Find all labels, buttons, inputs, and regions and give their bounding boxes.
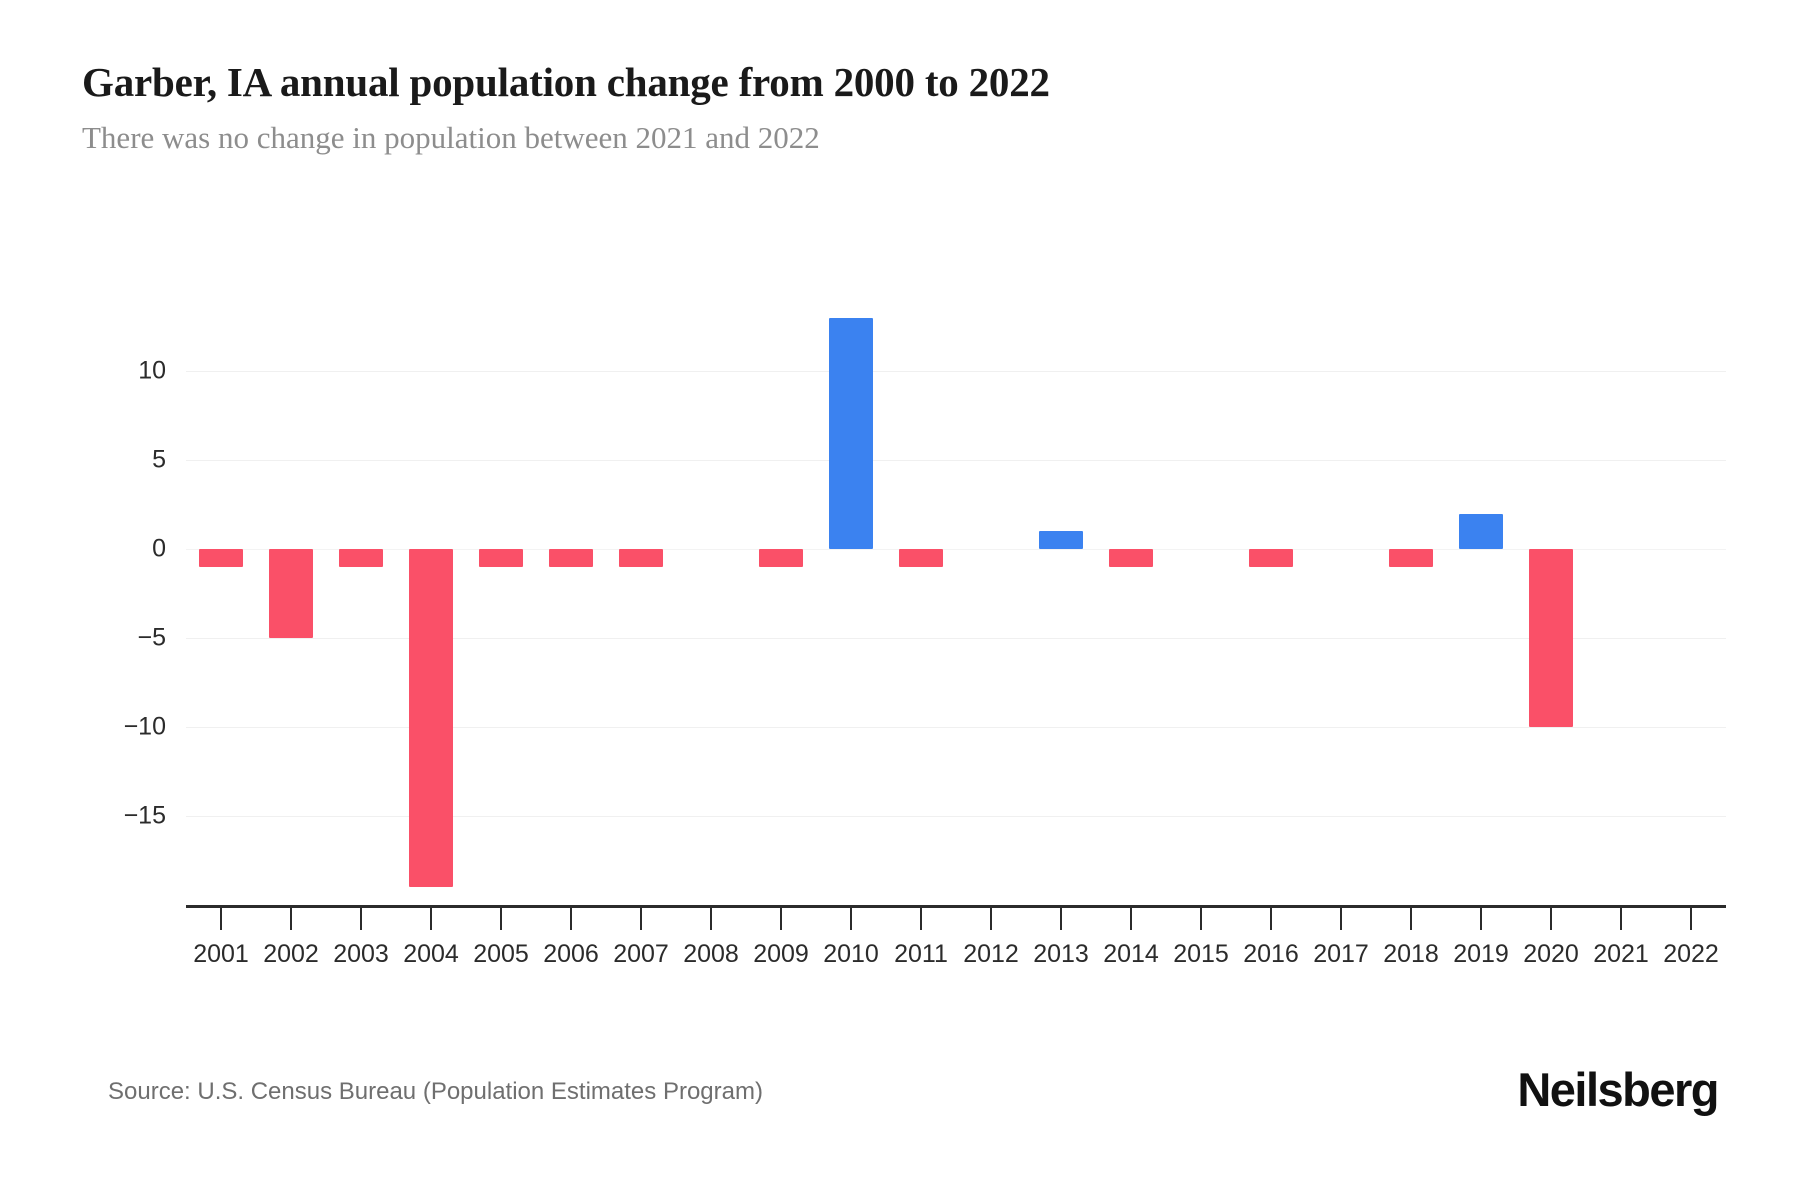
x-axis-tick-labels: 2001 2002 2003 2004 2005 2006 2007 2008 2009 2010…: [186, 940, 1726, 980]
bar-2009[interactable]: [759, 549, 803, 567]
x-axis-tick-label: 2006: [543, 940, 599, 968]
x-axis-tick-mark: [1130, 908, 1132, 930]
x-axis-tick-label: 2007: [613, 940, 669, 968]
y-axis-tick-label: −10: [123, 712, 166, 741]
x-axis-tick-mark: [1340, 908, 1342, 930]
x-axis-tick-mark: [1480, 908, 1482, 930]
x-axis-tick-mark: [220, 908, 222, 930]
bar-2016[interactable]: [1249, 549, 1293, 567]
page-title: Garber, IA annual population change from…: [82, 59, 1050, 105]
x-axis-tick-mark: [640, 908, 642, 930]
gridline: [186, 371, 1726, 373]
x-axis-tick-mark: [1620, 908, 1622, 930]
x-axis-tick-label: 2003: [333, 940, 389, 968]
bar-2005[interactable]: [479, 549, 523, 567]
x-axis-tick-mark: [570, 908, 572, 930]
brand-logo: Neilsberg: [1517, 1063, 1719, 1116]
gridline: [186, 638, 1726, 640]
x-axis-tick-label: 2002: [263, 940, 319, 968]
x-axis-tick-mark: [920, 908, 922, 930]
bar-2007[interactable]: [619, 549, 663, 567]
x-axis-tick-marks: [186, 908, 1726, 930]
source-note: Source: U.S. Census Bureau (Population E…: [108, 1078, 763, 1105]
x-axis-tick-label: 2021: [1593, 940, 1649, 968]
x-axis-tick-label: 2011: [894, 940, 948, 968]
x-axis-tick-label: 2017: [1313, 940, 1369, 968]
bar-2014[interactable]: [1109, 549, 1153, 567]
x-axis-tick-label: 2010: [823, 940, 879, 968]
x-axis-line: [186, 905, 1726, 908]
bar-2001[interactable]: [199, 549, 243, 567]
x-axis-tick-label: 2004: [403, 940, 459, 968]
y-axis-tick-label: 10: [138, 356, 166, 385]
x-axis-tick-label: 2001: [193, 940, 249, 968]
x-axis-tick-mark: [1200, 908, 1202, 930]
x-axis-tick-label: 2012: [963, 940, 1019, 968]
gridline: [186, 460, 1726, 462]
x-axis-tick-mark: [1270, 908, 1272, 930]
y-axis-tick-label: 0: [152, 534, 166, 563]
x-axis-tick-label: 2013: [1033, 940, 1089, 968]
gridline: [186, 549, 1726, 551]
x-axis-tick-mark: [430, 908, 432, 930]
x-axis-tick-mark: [1410, 908, 1412, 930]
bar-2013[interactable]: [1039, 531, 1083, 550]
bar-2020[interactable]: [1529, 549, 1573, 728]
x-axis-tick-label: 2018: [1383, 940, 1439, 968]
bar-2010[interactable]: [829, 317, 873, 550]
bar-2006[interactable]: [549, 549, 593, 567]
gridline: [186, 727, 1726, 729]
x-axis-tick-label: 2008: [683, 940, 739, 968]
plot-area: 10 5 0 −5 −10 −15: [124, 300, 1726, 905]
gridline: [186, 816, 1726, 818]
x-axis-tick-mark: [710, 908, 712, 930]
x-axis-tick-mark: [850, 908, 852, 930]
x-axis-tick-label: 2019: [1453, 940, 1509, 968]
x-axis-tick-mark: [360, 908, 362, 930]
x-axis-tick-label: 2014: [1103, 940, 1159, 968]
bar-2003[interactable]: [339, 549, 383, 567]
x-axis-tick-mark: [1060, 908, 1062, 930]
bar-series: [186, 300, 1726, 905]
x-axis-tick-mark: [1550, 908, 1552, 930]
page-subtitle: There was no change in population betwee…: [82, 120, 820, 155]
x-axis-tick-label: 2020: [1523, 940, 1579, 968]
x-axis-tick-mark: [1690, 908, 1692, 930]
x-axis-tick-mark: [990, 908, 992, 930]
x-axis-tick-mark: [780, 908, 782, 930]
x-axis-tick-label: 2009: [753, 940, 809, 968]
bar-2002[interactable]: [269, 549, 313, 639]
x-axis-tick-label: 2016: [1243, 940, 1299, 968]
y-axis-tick-label: −5: [137, 623, 166, 652]
x-axis-tick-label: 2005: [473, 940, 529, 968]
bar-2018[interactable]: [1389, 549, 1433, 567]
bar-2019[interactable]: [1459, 513, 1503, 550]
x-axis-tick-label: 2022: [1663, 940, 1719, 968]
x-axis-tick-mark: [500, 908, 502, 930]
bar-2011[interactable]: [899, 549, 943, 567]
x-axis-tick-label: 2015: [1173, 940, 1229, 968]
x-axis-tick-mark: [290, 908, 292, 930]
bar-2004[interactable]: [409, 549, 453, 888]
y-axis-tick-label: 5: [152, 445, 166, 474]
y-axis-tick-label: −15: [123, 801, 166, 830]
